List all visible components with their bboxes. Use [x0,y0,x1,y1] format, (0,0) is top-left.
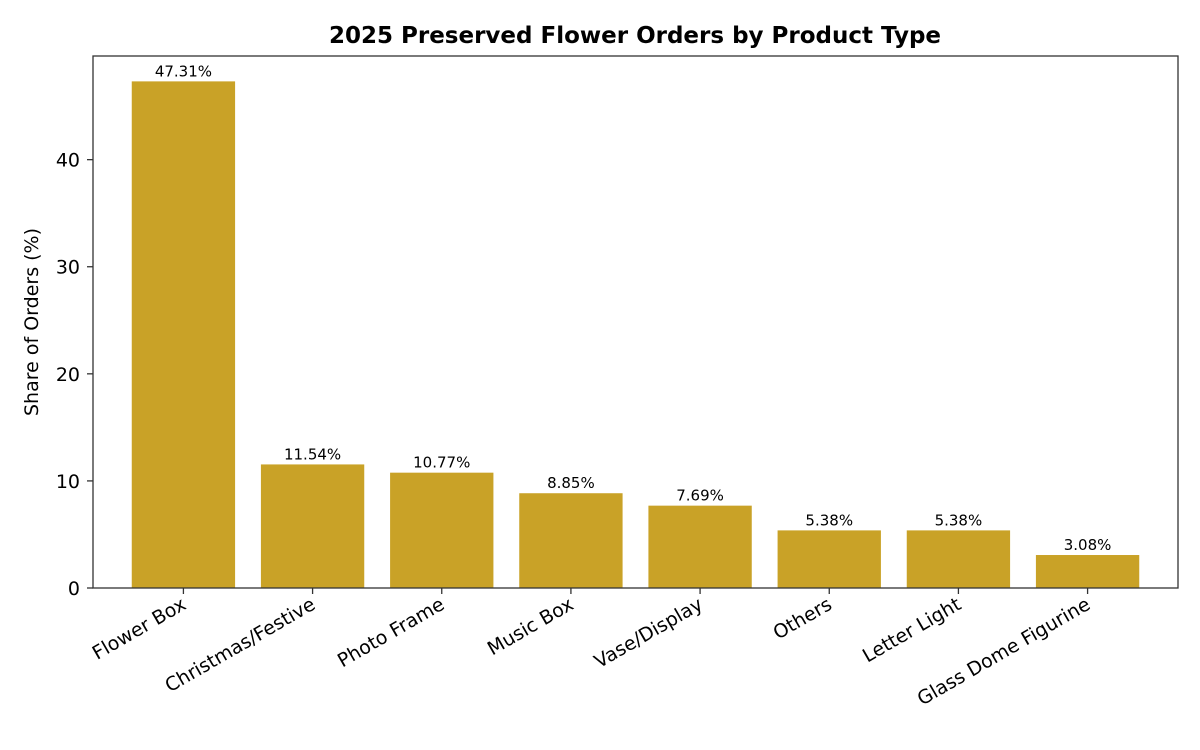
bar-2 [390,472,494,588]
plot-frame [92,55,1179,589]
x-tick-label-0: Flower Box [89,593,190,664]
bar-7 [1035,555,1140,588]
bar-6 [906,530,1011,588]
y-axis: 0 10 20 30 40 [56,150,93,600]
y-tick-label-1: 10 [56,471,80,493]
data-label-0: 47.31% [155,62,212,80]
y-tick-label-4: 40 [56,150,80,172]
data-label-3: 8.85% [547,474,595,492]
data-label-5: 5.38% [805,511,853,529]
y-tick-label-0: 0 [68,578,80,600]
data-label-6: 5.38% [935,511,983,529]
y-tick-label-3: 30 [56,257,80,279]
bar-1 [260,464,365,588]
bar-4 [648,505,752,588]
data-labels-layer: 47.31% 11.54% 10.77% 8.85% 7.69% 5.38% 5.38% 3.… [155,62,1112,554]
x-tick-label-5: Others [769,593,835,644]
y-axis-label: Share of Orders (%) [21,228,43,416]
data-label-2: 10.77% [413,454,470,472]
bar-5 [777,530,881,588]
chart-title: 2025 Preserved Flower Orders by Product … [329,23,941,49]
x-tick-label-6: Letter Light [859,593,965,667]
data-label-4: 7.69% [676,487,724,505]
y-tick-label-2: 20 [56,364,80,386]
bar-0 [131,81,236,589]
x-tick-label-2: Photo Frame [334,593,448,672]
data-label-1: 11.54% [284,445,341,463]
x-tick-label-3: Music Box [484,593,578,660]
bars-layer [131,81,1140,589]
data-label-7: 3.08% [1064,536,1112,554]
x-tick-label-4: Vase/Display [591,593,707,673]
bar-3 [519,493,623,588]
